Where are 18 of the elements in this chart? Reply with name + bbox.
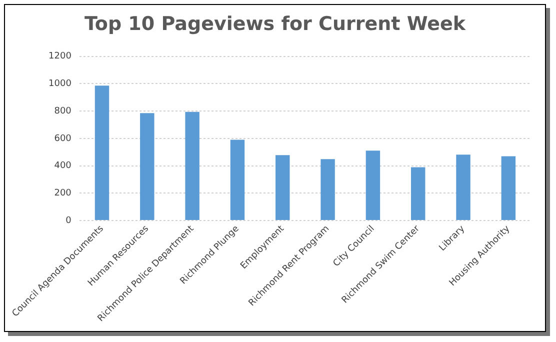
bar [410,167,426,220]
bar [501,156,516,220]
y-tick-label: 1000 [48,79,72,90]
y-tick-label: 800 [54,106,72,116]
chart-title: Top 10 Pageviews for Current Week [83,13,467,35]
bar [276,155,290,220]
bar [230,140,245,220]
y-tick-label: 1200 [48,52,72,62]
bar [366,150,380,220]
bar [456,154,470,220]
y-tick-label: 200 [54,188,72,198]
bar [140,113,154,220]
bar [94,86,110,220]
bar [185,112,200,220]
y-tick-label: 400 [54,161,72,172]
y-tick-label: 0 [66,216,72,226]
bar [320,159,335,220]
y-tick-label: 600 [54,134,72,144]
